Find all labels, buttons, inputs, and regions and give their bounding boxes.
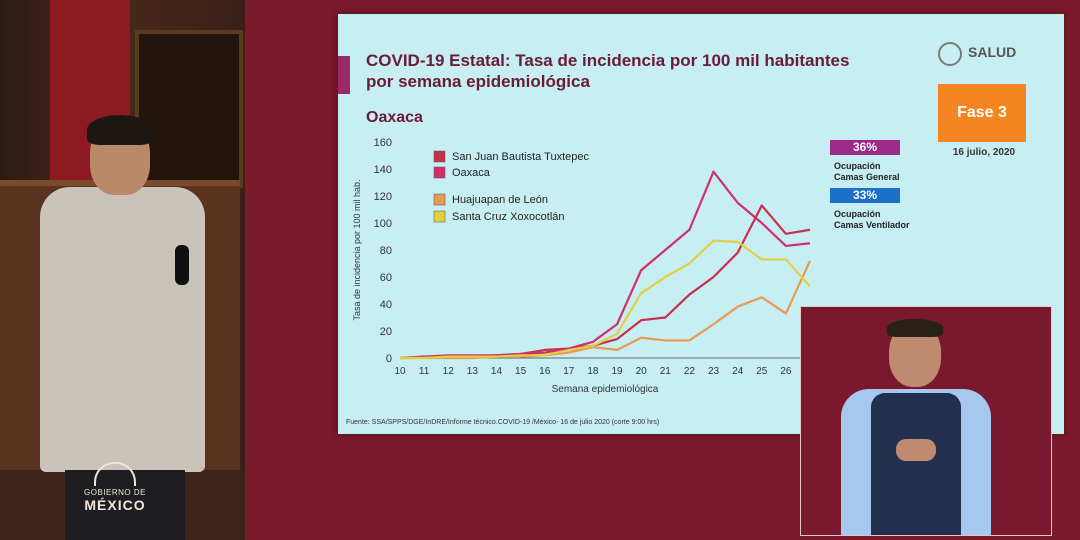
x-tick-label: 23 [708,366,720,377]
gobierno-logo: GOBIERNO DE MÉXICO [75,462,155,540]
x-tick-label: 12 [443,366,455,377]
occupancy-ventilator-badge: 33% [830,188,900,203]
report-date: 16 julio, 2020 [952,147,1016,158]
legend-swatch-0 [433,150,446,163]
phase-badge: Fase 3 [938,84,1026,142]
gobierno-line1: GOBIERNO DE [84,488,146,497]
title-accent-bar [338,56,350,94]
slide-title-line2: por semana epidemiológica [366,72,590,91]
salud-emblem-icon [938,42,962,66]
sign-language-interpreter-panel [800,306,1052,536]
y-tick-label: 160 [374,137,392,149]
y-tick-label: 60 [380,272,392,284]
x-tick-label: 26 [780,366,792,377]
legend-label-3: Santa Cruz Xoxocotlán [452,211,565,223]
occupancy-ventilator-label-line1: Ocupación [834,209,881,219]
occupancy-general-label-line2: Camas General [834,172,900,182]
x-tick-label: 17 [563,366,575,377]
legend-label-2: Huajuapan de León [452,194,548,206]
x-tick-label: 10 [394,366,406,377]
y-tick-label: 100 [374,218,392,230]
legend-label-1: Oaxaca [452,167,491,179]
x-tick-label: 13 [467,366,479,377]
y-axis-label: Tasa de incidencia por 100 mil hab. [352,179,362,320]
legend-swatch-2 [433,193,446,206]
y-tick-label: 80 [380,245,392,257]
gobierno-line2: MÉXICO [84,497,146,513]
legend-swatch-3 [433,210,446,223]
x-tick-label: 22 [684,366,696,377]
x-tick-label: 24 [732,366,744,377]
slide-title-line1: COVID-19 Estatal: Tasa de incidencia por… [366,51,850,70]
x-tick-label: 18 [587,366,599,377]
interpreter-hair [887,319,943,337]
occupancy-ventilator-label: Ocupación Camas Ventilador [834,209,954,231]
presenter-hair [87,115,153,145]
occupancy-general-badge: 36% [830,140,900,155]
x-tick-label: 16 [539,366,551,377]
incidence-line-chart: 0 20 40 60 80 100 120 140 160 10 11 12 13 14 15 16 17 18 1… [352,137,812,395]
y-tick-label: 140 [374,164,392,176]
x-tick-label: 11 [419,366,430,377]
x-tick-label: 20 [636,366,648,377]
legend-swatch-1 [433,166,446,179]
x-tick-label: 25 [756,366,768,377]
gobierno-arch-icon [94,462,136,486]
state-name: Oaxaca [366,109,423,126]
series-line-3 [400,239,811,360]
x-tick-label: 19 [611,366,623,377]
series-line-0 [399,204,811,360]
salud-logo-text: SALUD [968,44,1017,60]
y-tick-label: 0 [386,353,392,365]
occupancy-general-label: Ocupación Camas General [834,161,954,183]
occupancy-general-label-line1: Ocupación [834,161,881,171]
slide-title: COVID-19 Estatal: Tasa de incidencia por… [366,50,926,92]
salud-logo: SALUD [938,40,1038,68]
x-tick-label: 14 [491,366,503,377]
series-line-1 [399,170,811,360]
legend-label-0: San Juan Bautista Tuxtepec [452,151,589,163]
y-tick-label: 40 [380,299,392,311]
x-axis-label: Semana epidemiológica [552,384,659,395]
interpreter-vest [871,393,961,535]
y-tick-label: 20 [380,326,392,338]
x-tick-label: 21 [660,366,672,377]
series-line-2 [400,260,812,360]
source-note: Fuente: SSA/SPPS/DGE/InDRE/Informe técni… [346,419,660,426]
interpreter-hands [896,439,936,461]
y-tick-label: 120 [374,191,392,203]
presenter-jacket [40,187,205,472]
occupancy-ventilator-label-line2: Camas Ventilador [834,220,910,230]
presenter-figure [35,115,210,540]
microphone-icon [175,245,189,285]
x-tick-label: 15 [515,366,527,377]
